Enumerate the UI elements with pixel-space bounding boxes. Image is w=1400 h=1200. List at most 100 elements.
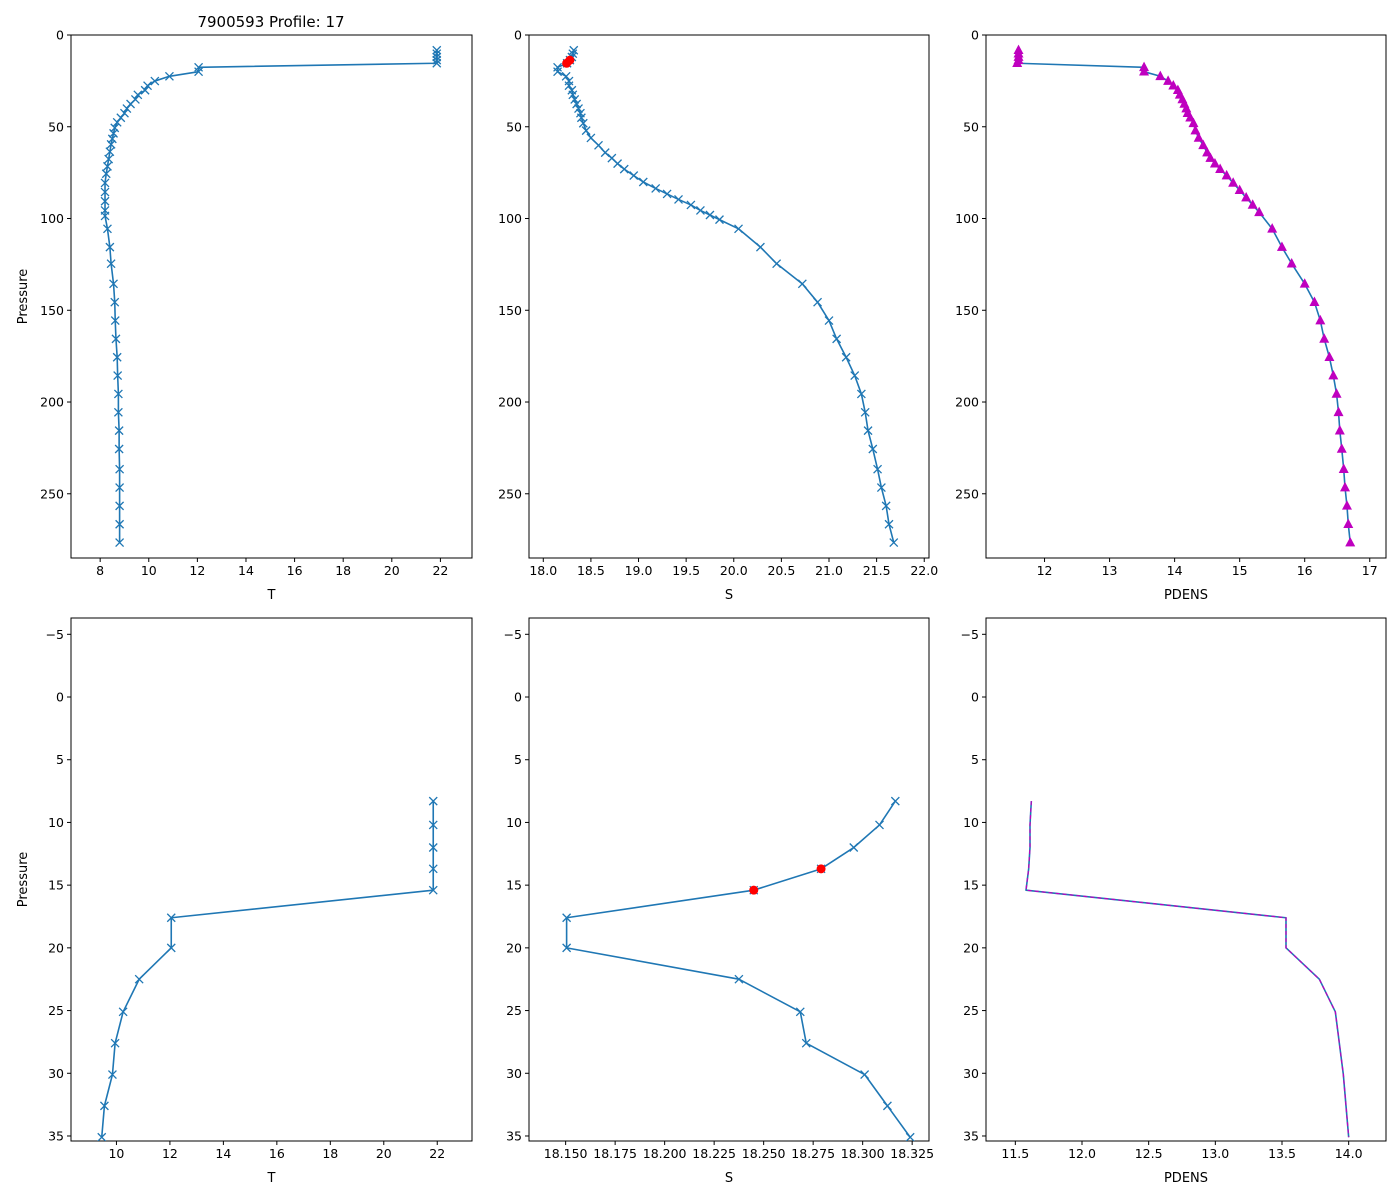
- y-tick-label: 250: [498, 486, 522, 501]
- data-point: [100, 211, 110, 221]
- series-line-PDENS: [1016, 50, 1352, 543]
- data-point: [884, 519, 894, 529]
- data-point: [881, 501, 891, 511]
- data-point: [432, 45, 442, 55]
- y-tick-label: 200: [40, 395, 64, 410]
- y-tick-label: 0: [56, 690, 64, 705]
- x-tick-label: 20: [376, 1146, 392, 1161]
- data-point: [564, 81, 574, 91]
- data-point: [876, 483, 886, 492]
- y-tick-label: −5: [504, 627, 522, 642]
- y-tick-label: 100: [955, 211, 979, 226]
- data-point: [1202, 146, 1213, 157]
- data-point: [1228, 177, 1239, 187]
- data-point: [882, 1101, 892, 1111]
- series-line-PDENS: [1025, 801, 1350, 1138]
- data-point: [194, 67, 204, 77]
- data-point: [140, 85, 150, 95]
- y-tick-label: 5: [56, 752, 64, 767]
- data-point: [1276, 241, 1287, 251]
- series-line-S: [556, 50, 895, 543]
- data-point: [561, 71, 571, 81]
- highlight-point: [749, 885, 759, 895]
- data-point: [651, 183, 661, 193]
- y-axis-label: Pressure: [16, 269, 31, 325]
- data-point: [619, 164, 629, 174]
- data-point: [586, 133, 596, 143]
- x-tick-label: 16: [269, 1146, 285, 1161]
- data-point: [113, 407, 123, 417]
- data-point: [115, 519, 125, 529]
- data-point: [801, 1038, 811, 1048]
- plot-area-top-left: [100, 45, 442, 548]
- data-point: [1309, 296, 1320, 306]
- data-point: [113, 389, 123, 399]
- data-point: [715, 215, 724, 225]
- x-tick-label: 22: [432, 563, 448, 578]
- data-point: [860, 407, 870, 417]
- data-point: [613, 159, 623, 169]
- data-point: [110, 316, 120, 325]
- data-point: [889, 538, 899, 548]
- data-point: [122, 104, 132, 114]
- data-point: [104, 154, 114, 164]
- x-tick-label: 18: [335, 563, 351, 578]
- x-tick-label: 18.175: [593, 1146, 637, 1161]
- y-tick-label: 150: [955, 303, 979, 318]
- x-tick-label: 10: [108, 1146, 124, 1161]
- data-point: [134, 974, 144, 984]
- data-point: [572, 99, 582, 109]
- data-point: [1185, 112, 1196, 122]
- data-point: [868, 444, 878, 454]
- x-tick-label: 18.200: [643, 1146, 687, 1161]
- data-point: [1215, 163, 1226, 173]
- data-point: [1155, 70, 1166, 81]
- data-point: [194, 62, 204, 72]
- data-point: [570, 94, 580, 104]
- x-tick-label: 18.225: [692, 1146, 736, 1161]
- data-point: [863, 426, 873, 436]
- data-point: [111, 334, 121, 344]
- y-tick-label: 250: [40, 486, 64, 501]
- x-tick-label: 14: [1167, 563, 1183, 578]
- x-tick-label: 22.0: [910, 563, 938, 578]
- y-tick-label: 25: [506, 1003, 522, 1018]
- y-tick-label: 15: [963, 878, 979, 893]
- axes-frame-top-middle: [528, 34, 930, 559]
- data-point: [166, 943, 176, 953]
- data-point: [581, 126, 591, 136]
- panel-bottom-middle: 18.150 18.175 18.200 18.225 18.250 18.275 18.3…: [504, 617, 934, 1186]
- data-point: [1328, 369, 1339, 380]
- y-tick-label: 10: [506, 815, 522, 830]
- x-tick-label: 18.325: [890, 1146, 934, 1161]
- data-point: [1299, 278, 1310, 288]
- data-point: [1341, 500, 1352, 510]
- data-point: [875, 820, 884, 830]
- data-point: [1198, 139, 1209, 150]
- x-axis-label: S: [725, 1171, 733, 1186]
- x-tick-label: 17: [1362, 563, 1378, 578]
- data-point: [115, 483, 125, 492]
- panel-top-right: 12 13 14 15 16 17 0 50 100 150 200 250 PDENS: [955, 28, 1387, 603]
- data-point: [164, 71, 174, 81]
- x-tick-label: 13: [1102, 563, 1118, 578]
- x-tick-label: 18.250: [742, 1146, 786, 1161]
- plot-area-top-right: [1012, 44, 1356, 547]
- data-point: [1163, 75, 1174, 85]
- figure-title: 7900593 Profile: 17: [197, 13, 344, 31]
- x-tick-label: 21.5: [863, 563, 891, 578]
- data-point: [553, 62, 563, 72]
- data-point: [120, 108, 129, 118]
- data-point: [1221, 169, 1232, 180]
- axes-frame-top-right: [985, 34, 1387, 559]
- plot-area-bottom-right: [1025, 801, 1350, 1138]
- y-tick-label: 25: [963, 1003, 979, 1018]
- data-point: [755, 242, 765, 252]
- data-point: [1205, 152, 1216, 162]
- y-tick-label: 5: [971, 752, 979, 767]
- x-tick-label: 18.275: [791, 1146, 835, 1161]
- panel-bottom-left: 10 12 14 16 18 20 22 −5 0 5 10 15 20 25 30 35 T Pressure: [16, 617, 473, 1186]
- y-tick-label: 10: [963, 815, 979, 830]
- data-point: [1193, 132, 1204, 142]
- data-point: [114, 426, 124, 436]
